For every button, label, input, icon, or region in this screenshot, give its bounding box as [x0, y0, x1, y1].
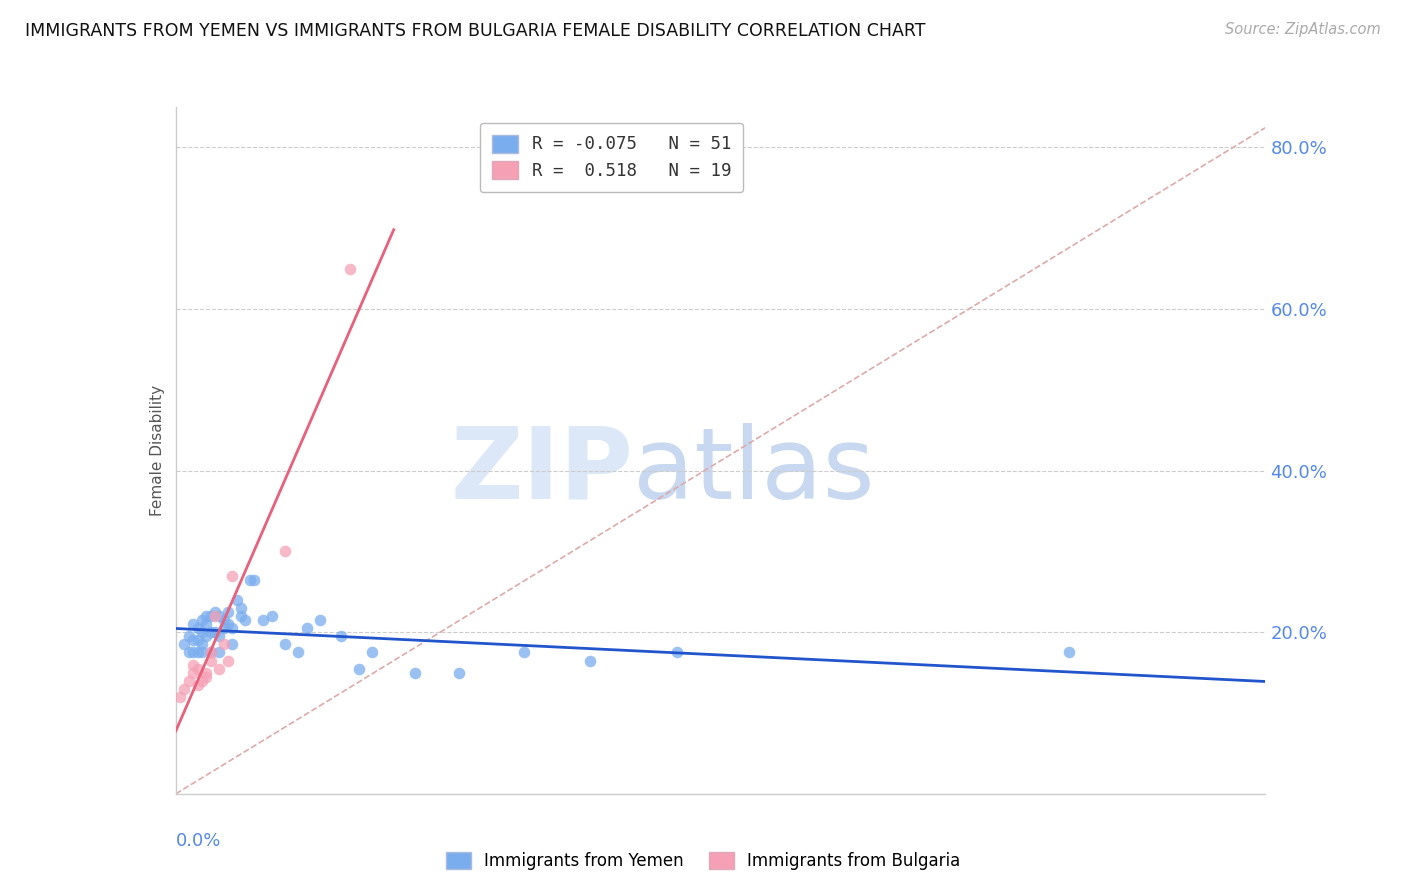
Point: [274, 637, 297, 651]
Text: atlas: atlas: [633, 423, 875, 519]
Point: [212, 621, 235, 635]
Point: [177, 645, 200, 659]
Point: [208, 609, 231, 624]
Point: [217, 605, 239, 619]
Point: [513, 645, 536, 659]
Point: [173, 637, 195, 651]
Point: [200, 645, 222, 659]
Point: [195, 629, 218, 643]
Point: [295, 621, 318, 635]
Text: Source: ZipAtlas.com: Source: ZipAtlas.com: [1225, 22, 1381, 37]
Point: [177, 673, 200, 688]
Point: [191, 625, 214, 640]
Point: [186, 645, 209, 659]
Point: [181, 665, 204, 680]
Text: IMMIGRANTS FROM YEMEN VS IMMIGRANTS FROM BULGARIA FEMALE DISABILITY CORRELATION : IMMIGRANTS FROM YEMEN VS IMMIGRANTS FROM…: [25, 22, 925, 40]
Point: [173, 681, 195, 696]
Point: [666, 645, 689, 659]
Point: [191, 673, 214, 688]
Text: 0.0%: 0.0%: [176, 831, 221, 850]
Legend: Immigrants from Yemen, Immigrants from Bulgaria: Immigrants from Yemen, Immigrants from B…: [439, 845, 967, 877]
Point: [217, 654, 239, 668]
Point: [177, 629, 200, 643]
Point: [579, 654, 602, 668]
Point: [208, 645, 231, 659]
Point: [243, 573, 266, 587]
Point: [195, 609, 218, 624]
Point: [231, 601, 253, 615]
Y-axis label: Female Disability: Female Disability: [149, 384, 165, 516]
Point: [186, 633, 209, 648]
Point: [260, 609, 283, 624]
Legend: R = -0.075   N = 51, R =  0.518   N = 19: R = -0.075 N = 51, R = 0.518 N = 19: [479, 122, 744, 192]
Point: [308, 613, 330, 627]
Point: [191, 613, 214, 627]
Point: [287, 645, 309, 659]
Point: [200, 645, 222, 659]
Point: [181, 645, 204, 659]
Point: [195, 617, 218, 632]
Point: [1057, 645, 1080, 659]
Point: [204, 609, 226, 624]
Point: [217, 617, 239, 632]
Point: [195, 670, 218, 684]
Point: [231, 609, 253, 624]
Point: [204, 625, 226, 640]
Point: [200, 654, 222, 668]
Point: [186, 621, 209, 635]
Point: [208, 629, 231, 643]
Point: [181, 657, 204, 672]
Point: [191, 637, 214, 651]
Point: [186, 678, 209, 692]
Point: [195, 665, 218, 680]
Point: [221, 568, 243, 582]
Point: [221, 621, 243, 635]
Point: [181, 617, 204, 632]
Point: [339, 261, 361, 276]
Point: [181, 633, 204, 648]
Point: [447, 665, 470, 680]
Point: [225, 593, 247, 607]
Point: [204, 605, 226, 619]
Point: [239, 573, 262, 587]
Point: [200, 625, 222, 640]
Point: [405, 665, 427, 680]
Point: [252, 613, 274, 627]
Text: ZIP: ZIP: [450, 423, 633, 519]
Point: [330, 629, 353, 643]
Point: [212, 613, 235, 627]
Point: [186, 662, 209, 676]
Point: [347, 662, 370, 676]
Point: [360, 645, 382, 659]
Point: [191, 645, 214, 659]
Point: [221, 637, 243, 651]
Point: [169, 690, 191, 704]
Point: [200, 609, 222, 624]
Point: [208, 662, 231, 676]
Point: [274, 544, 297, 558]
Point: [235, 613, 257, 627]
Point: [212, 637, 235, 651]
